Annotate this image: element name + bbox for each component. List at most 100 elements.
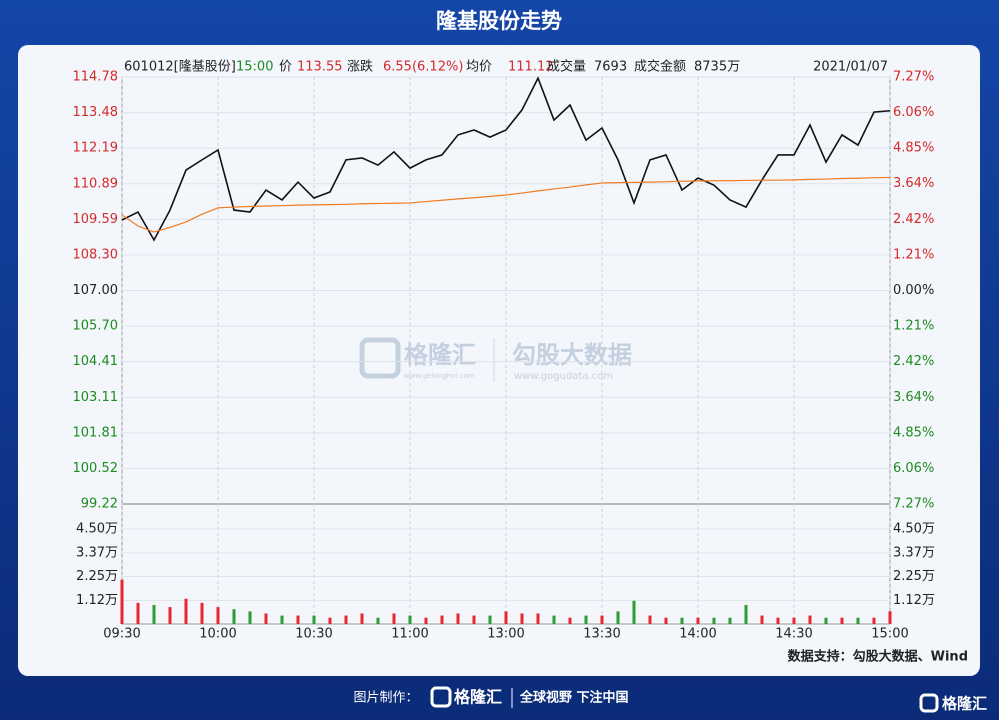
volume-bar bbox=[536, 613, 540, 624]
volume-bar bbox=[472, 615, 476, 624]
date: 2021/01/07 bbox=[813, 60, 888, 75]
time: 15:00 bbox=[236, 60, 273, 75]
volume-bar bbox=[632, 600, 636, 624]
volume-bar bbox=[840, 617, 844, 624]
x-tick-label: 11:00 bbox=[391, 627, 428, 642]
volume-bar bbox=[856, 617, 860, 624]
y-tick-label: 113.48 bbox=[73, 105, 119, 120]
volume-bar bbox=[760, 615, 764, 624]
x-tick-label: 13:30 bbox=[583, 627, 620, 642]
volume-bar bbox=[328, 617, 332, 624]
volume-bar bbox=[424, 617, 428, 624]
stock-code: 601012[隆基股份] bbox=[124, 60, 236, 75]
volume-bar bbox=[568, 617, 572, 624]
volume-bar bbox=[600, 615, 604, 624]
x-tick-label: 15:00 bbox=[871, 627, 908, 642]
y2-tick-label: 6.06% bbox=[893, 461, 934, 476]
volume-bar bbox=[888, 611, 892, 624]
y2-tick-label: 7.27% bbox=[893, 70, 934, 85]
avg-price: 111.12 bbox=[508, 60, 554, 75]
corner-brand: 格隆汇 bbox=[942, 695, 987, 713]
y2-tick-label: 0.00% bbox=[893, 283, 934, 298]
volume-bar bbox=[504, 611, 508, 624]
volume-bar bbox=[680, 617, 684, 624]
info-bar: 601012[隆基股份] 15:00 价 113.55 涨跌 6.55(6.12… bbox=[124, 59, 888, 75]
volume-bar bbox=[440, 615, 444, 624]
volume-bar bbox=[152, 605, 156, 624]
volume-bar bbox=[280, 615, 284, 624]
y-tick-label: 99.22 bbox=[81, 497, 118, 512]
y-tick-label: 105.70 bbox=[73, 319, 119, 334]
volume-bar bbox=[520, 613, 524, 624]
volume-bar bbox=[744, 605, 748, 624]
footer-brand: 格隆汇 bbox=[454, 688, 502, 707]
watermark-url: www.gogudata.com bbox=[514, 371, 613, 382]
y2-tick-label: 4.85% bbox=[893, 425, 934, 440]
plot: 114.78 113.48 112.19 110.89 109.59 108.30 107.… bbox=[73, 70, 935, 642]
volume-bar bbox=[824, 617, 828, 624]
y-tick-label: 114.78 bbox=[73, 70, 119, 85]
label: 成交金额 bbox=[634, 59, 686, 75]
volume-bar bbox=[376, 617, 380, 624]
y2-tick-label: 2.42% bbox=[893, 354, 934, 369]
title: 隆基股份走势 bbox=[436, 9, 562, 33]
x-tick-label: 14:00 bbox=[679, 627, 716, 642]
y2-tick-label: 6.06% bbox=[893, 105, 934, 120]
volume-bar bbox=[712, 617, 716, 624]
y-tick-label: 1.12万 bbox=[76, 593, 118, 608]
panel bbox=[18, 45, 980, 676]
volume-bar bbox=[488, 615, 492, 624]
y2-tick-label: 7.27% bbox=[893, 497, 934, 512]
y-tick-label: 110.89 bbox=[73, 176, 119, 191]
footer-logo bbox=[430, 686, 452, 708]
y-tick-label: 108.30 bbox=[73, 247, 119, 262]
volume-bar bbox=[360, 613, 364, 624]
y-tick-label: 3.37万 bbox=[76, 545, 118, 560]
y2-tick-label: 1.21% bbox=[893, 319, 934, 334]
volume-bar bbox=[792, 617, 796, 624]
y-tick-label: 112.19 bbox=[73, 141, 119, 156]
volume-bar bbox=[584, 615, 588, 624]
volume-bar bbox=[136, 602, 140, 624]
volume-bar bbox=[296, 615, 300, 624]
y-tick-label: 100.52 bbox=[73, 461, 119, 476]
volume-bar bbox=[248, 611, 252, 624]
corner-logo bbox=[919, 693, 939, 713]
volume-bar bbox=[312, 615, 316, 624]
x-tick-label: 14:30 bbox=[775, 627, 812, 642]
y-tick-label: 2.25万 bbox=[893, 569, 935, 584]
x-tick-label: 10:30 bbox=[295, 627, 332, 642]
x-tick-label: 10:00 bbox=[199, 627, 236, 642]
volume-bar bbox=[696, 617, 700, 624]
price-line bbox=[121, 176, 891, 233]
y-tick-label: 104.41 bbox=[73, 354, 119, 369]
y-tick-label: 109.59 bbox=[73, 212, 119, 227]
footer-label: 图片制作： bbox=[353, 691, 418, 706]
volume-bar bbox=[184, 598, 188, 624]
y-tick-label: 103.11 bbox=[73, 390, 119, 405]
volume-bar bbox=[616, 611, 620, 624]
y2-tick-label: 2.42% bbox=[893, 212, 934, 227]
volume-bar bbox=[456, 613, 460, 624]
change: 6.55(6.12%) bbox=[383, 60, 463, 75]
volume-bar bbox=[264, 613, 268, 624]
volume-bar bbox=[776, 617, 780, 624]
label: 涨跌 bbox=[347, 59, 373, 75]
y-tick-label: 1.12万 bbox=[893, 593, 935, 608]
x-tick-label: 13:00 bbox=[487, 627, 524, 642]
price: 113.55 bbox=[297, 60, 343, 75]
volume-bar bbox=[872, 617, 876, 624]
volume: 7693 bbox=[594, 60, 627, 75]
y-tick-label: 3.37万 bbox=[893, 545, 935, 560]
watermark-url: www.gelonghui.com bbox=[404, 372, 475, 380]
volume-bar bbox=[232, 609, 236, 624]
volume-bar bbox=[664, 617, 668, 624]
label: 均价 bbox=[466, 60, 492, 75]
label: 价 bbox=[279, 60, 292, 75]
volume-bar bbox=[120, 579, 124, 624]
footer-slogan: 全球视野 下注中国 bbox=[519, 690, 629, 706]
volume-bar bbox=[728, 617, 732, 624]
volume-bar bbox=[648, 615, 652, 624]
volume-bar bbox=[392, 613, 396, 624]
